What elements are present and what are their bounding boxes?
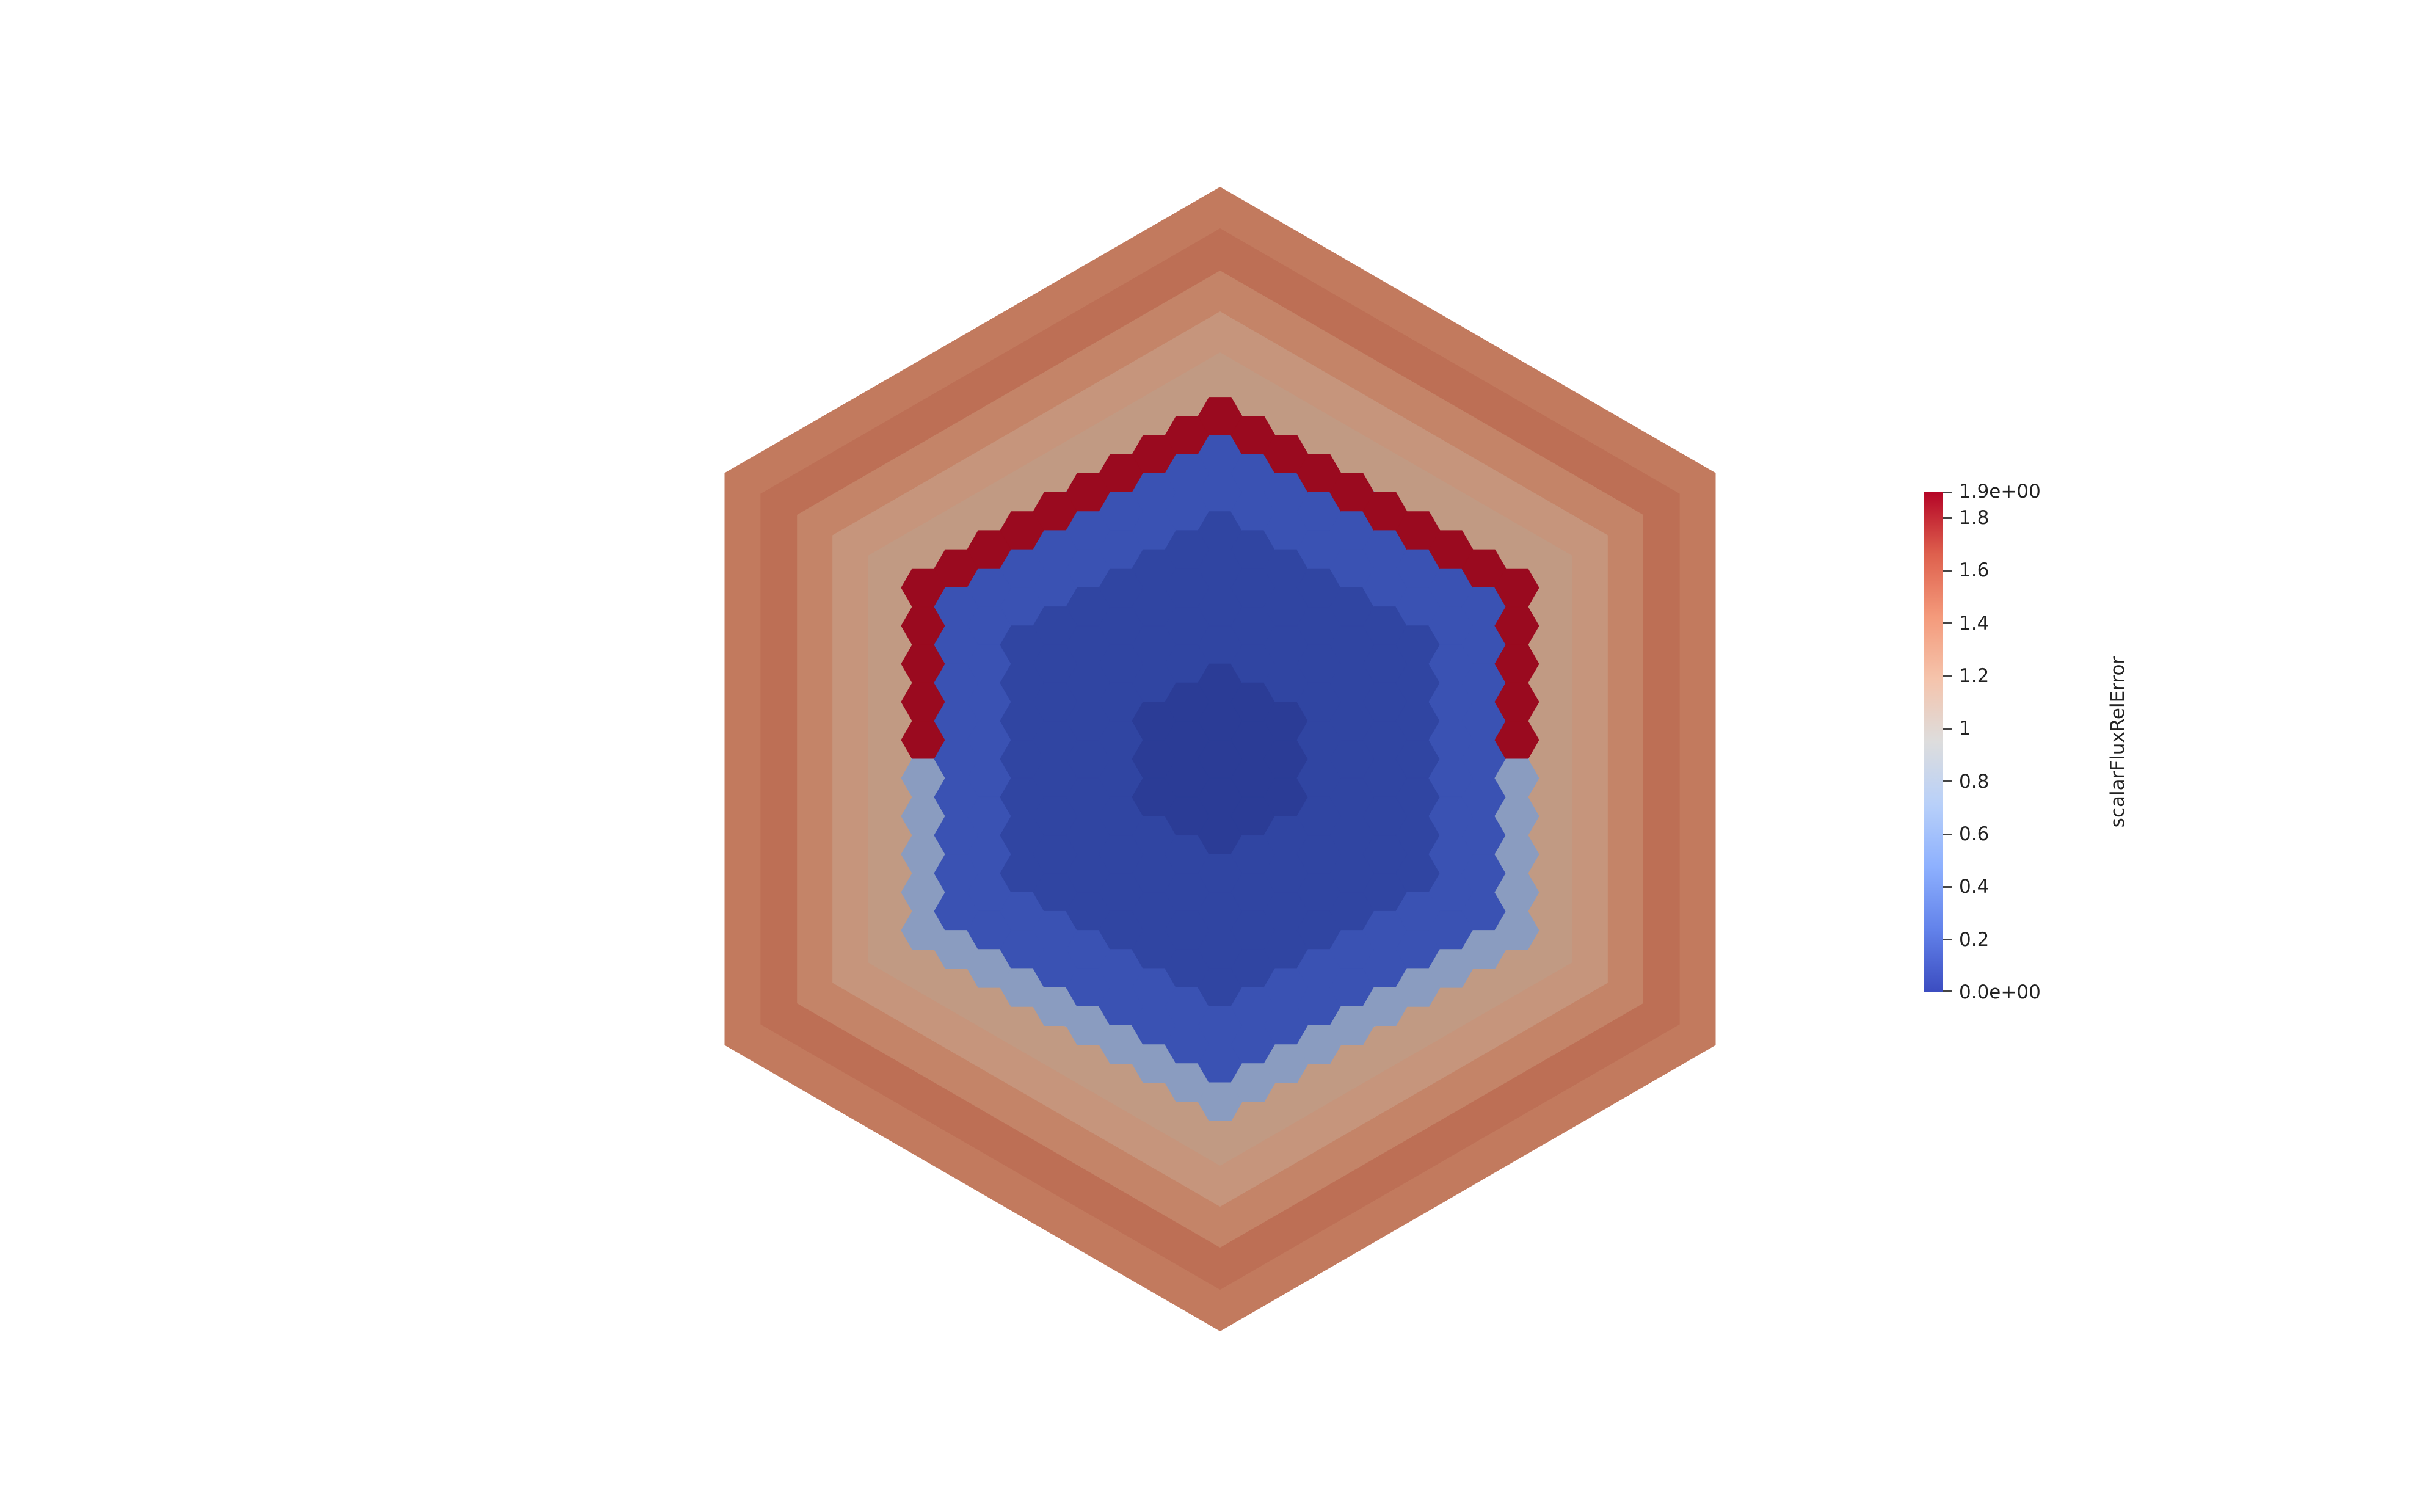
scalar-bar-tick-max [1943, 492, 1952, 493]
scalar-bar-tick [1943, 939, 1952, 941]
scalar-bar-tick-label: 1 [1959, 718, 1971, 740]
scalar-bar-tick-label: 0.8 [1959, 770, 1990, 793]
scalar-bar-tick-label: 1.2 [1959, 665, 1990, 688]
scalar-bar-tick-label: 1.4 [1959, 612, 1990, 634]
scalar-bar-title: scalarFluxRelError [2107, 656, 2129, 828]
scalar-bar-tick-label: 0.4 [1959, 876, 1990, 898]
fuel-assembly-region [901, 397, 1539, 1121]
scalar-bar-tick-min [1943, 990, 1952, 992]
scalar-bar-max-label: 1.9e+00 [1959, 481, 2041, 503]
scalar-bar-tick [1943, 727, 1952, 730]
scalar-bar-tick [1943, 885, 1952, 888]
scalar-bar-tick [1943, 569, 1952, 572]
scalar-bar-tick-label: 1.6 [1959, 559, 1990, 582]
scalar-bar-min-label: 0.0e+00 [1959, 981, 2041, 1003]
scalar-bar-tick-label: 0.6 [1959, 823, 1990, 846]
scalar-bar: 1.9e+00 1.8 1.6 1.4 1.2 1 0.8 0.6 0.4 0.2 0.0e+0… [1924, 481, 2168, 1005]
scalar-bar-gradient [1924, 492, 1943, 992]
fuel-cell [1494, 910, 1539, 950]
scalar-bar-tick-label: 1.8 [1959, 507, 1990, 529]
scalar-bar-tick [1943, 675, 1952, 677]
scalar-bar-tick [1943, 833, 1952, 835]
scalar-bar-tick-label: 0.2 [1959, 928, 1990, 951]
scalar-bar-tick [1943, 622, 1952, 625]
scalar-bar-tick [1943, 517, 1952, 519]
scalar-bar-tick [1943, 780, 1952, 783]
